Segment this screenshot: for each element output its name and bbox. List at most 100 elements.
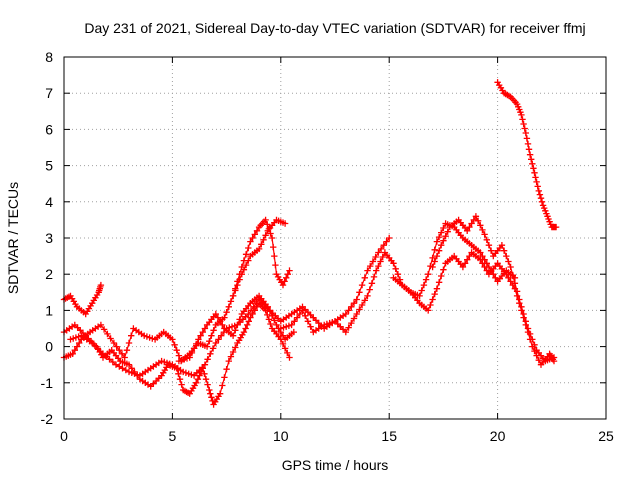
x-tick-label: 20 (490, 428, 506, 444)
data-point (188, 349, 196, 357)
data-point (433, 252, 441, 260)
data-point (345, 324, 352, 331)
data-point (73, 343, 81, 350)
y-tick-label: 5 (45, 158, 53, 174)
data-point (203, 343, 211, 350)
series-line (63, 302, 291, 406)
data-point (286, 267, 293, 274)
data-point (251, 231, 258, 238)
data-point (121, 354, 128, 361)
data-point (293, 314, 301, 321)
data-point (342, 310, 349, 318)
data-point (258, 241, 265, 248)
y-axis-label: SDTVAR / TECUs (5, 182, 21, 294)
data-point (107, 335, 114, 342)
data-point (238, 263, 245, 271)
data-point (492, 274, 499, 281)
data-point (472, 213, 480, 220)
data-point (431, 246, 438, 253)
series-track-a (60, 281, 105, 318)
data-point (190, 345, 198, 352)
data-point (110, 339, 118, 347)
data-point (255, 245, 263, 253)
data-point (253, 227, 261, 234)
series-track-c (60, 216, 289, 365)
data-point (119, 365, 126, 372)
data-point (369, 258, 377, 265)
data-point (267, 230, 274, 237)
data-point (271, 252, 278, 260)
data-point (209, 345, 217, 352)
data-point (201, 361, 209, 368)
data-point (266, 308, 274, 315)
data-point (268, 234, 276, 242)
data-point (435, 279, 443, 286)
data-point (507, 278, 514, 285)
y-tick-label: 1 (45, 302, 53, 318)
series-track-f (229, 216, 293, 300)
data-point (438, 229, 445, 236)
data-point (373, 267, 380, 274)
data-point (468, 220, 475, 227)
data-point (383, 238, 390, 245)
data-point (229, 348, 237, 356)
data-point (422, 276, 430, 283)
data-point (485, 242, 493, 249)
data-point (236, 316, 243, 323)
data-point (227, 353, 235, 360)
data-point (206, 386, 213, 394)
data-point (219, 321, 226, 329)
data-point (270, 243, 277, 251)
data-point (522, 318, 529, 325)
data-point (518, 303, 525, 310)
data-point (264, 303, 271, 310)
data-point (104, 330, 111, 338)
data-series (60, 79, 560, 408)
data-point (528, 156, 535, 163)
data-point (433, 285, 441, 292)
data-point (99, 350, 107, 357)
data-point (353, 296, 360, 303)
data-point (273, 321, 280, 329)
data-point (307, 323, 314, 330)
data-point (427, 301, 434, 309)
data-point (342, 328, 349, 336)
data-point (240, 328, 248, 336)
data-point (296, 310, 303, 318)
data-point (69, 350, 76, 357)
data-point (219, 382, 226, 389)
data-point (123, 347, 131, 354)
data-point (242, 261, 250, 269)
data-point (245, 318, 252, 325)
data-point (370, 273, 378, 281)
data-point (442, 233, 449, 240)
data-point (479, 226, 486, 234)
data-point (529, 336, 536, 343)
data-point (464, 227, 471, 234)
data-point (186, 354, 193, 361)
data-point (218, 332, 225, 339)
data-point (283, 274, 290, 281)
data-point (193, 379, 200, 386)
data-point (112, 361, 120, 368)
data-point (250, 303, 257, 310)
data-point (125, 361, 133, 368)
data-point (440, 266, 447, 273)
data-point (431, 258, 438, 265)
data-point (206, 338, 213, 345)
data-point (210, 327, 217, 334)
data-point (125, 368, 133, 376)
data-point (208, 394, 215, 401)
data-point (260, 236, 267, 243)
data-point (76, 339, 83, 347)
data-point (345, 307, 352, 314)
data-point (247, 238, 254, 245)
data-point (435, 247, 443, 254)
data-point (350, 315, 358, 322)
data-point (291, 318, 298, 325)
data-point (487, 247, 495, 254)
data-point (500, 247, 508, 254)
x-tick-label: 10 (273, 428, 289, 444)
data-point (364, 267, 371, 274)
data-point (279, 332, 287, 339)
